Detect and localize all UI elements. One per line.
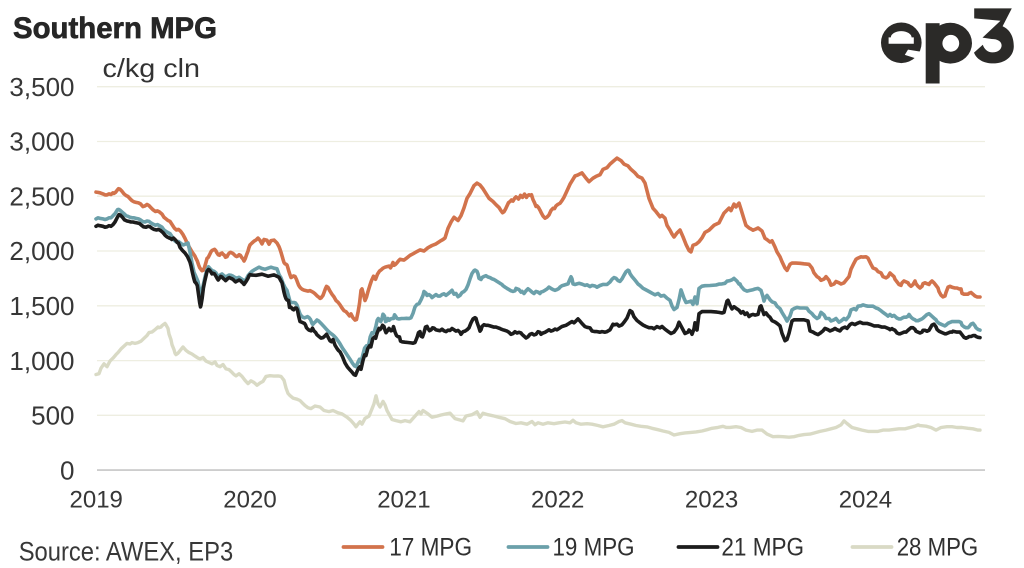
svg-text:2021: 2021 bbox=[377, 487, 430, 514]
svg-text:2023: 2023 bbox=[685, 487, 738, 514]
svg-text:3,500: 3,500 bbox=[9, 72, 74, 102]
svg-text:28 MPG: 28 MPG bbox=[897, 534, 979, 562]
svg-text:1,000: 1,000 bbox=[9, 346, 74, 376]
svg-text:c/kg cln: c/kg cln bbox=[103, 53, 201, 83]
svg-text:2020: 2020 bbox=[223, 487, 276, 514]
svg-text:2022: 2022 bbox=[531, 487, 584, 514]
svg-text:Southern MPG: Southern MPG bbox=[13, 12, 217, 45]
svg-text:2,500: 2,500 bbox=[9, 181, 74, 211]
svg-text:19 MPG: 19 MPG bbox=[553, 534, 635, 562]
svg-text:2,000: 2,000 bbox=[9, 236, 74, 266]
svg-text:0: 0 bbox=[60, 455, 74, 485]
svg-text:21 MPG: 21 MPG bbox=[721, 534, 804, 562]
svg-text:Source: AWEX, EP3: Source: AWEX, EP3 bbox=[19, 537, 234, 567]
svg-text:17 MPG: 17 MPG bbox=[389, 534, 472, 562]
svg-text:1,500: 1,500 bbox=[9, 291, 74, 321]
svg-text:2019: 2019 bbox=[70, 487, 123, 514]
svg-text:500: 500 bbox=[31, 401, 74, 431]
svg-text:2024: 2024 bbox=[839, 487, 892, 514]
svg-text:3,000: 3,000 bbox=[9, 127, 74, 157]
